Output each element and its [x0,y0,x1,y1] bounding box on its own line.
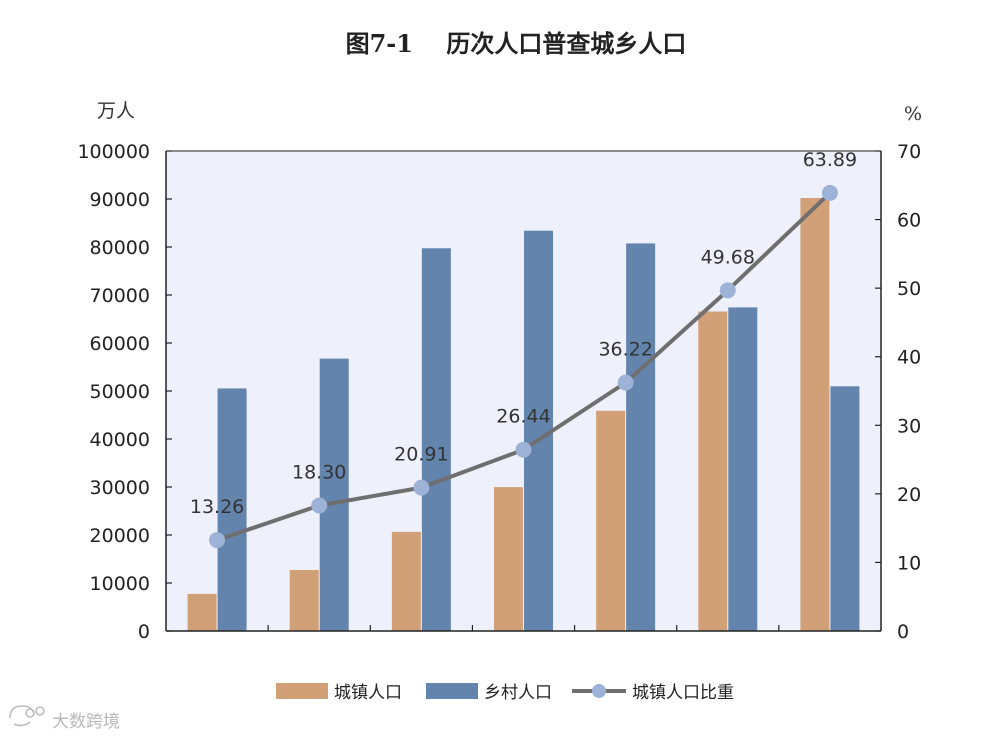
left-tick-label: 40000 [90,429,150,451]
left-tick-label: 10000 [90,573,150,595]
rural-bar-4 [524,230,553,631]
left-tick-label: 90000 [90,189,150,211]
left-axis-unit: 万人 [97,100,135,122]
urban-share-point-2 [311,497,328,514]
legend-share-label: 城镇人口比重 [632,683,734,703]
left-tick-label: 70000 [90,285,150,307]
urban-bar-5 [596,410,626,631]
legend-urban-swatch [276,683,328,699]
urban-bar-4 [494,487,523,631]
legend-urban-label: 城镇人口 [334,683,402,703]
urban-share-point-6 [719,282,736,299]
right-tick-label: 10 [897,552,921,574]
right-tick-label: 30 [897,415,921,437]
chart-title: 图7-1 历次人口普查城乡人口 [346,29,687,58]
right-tick-label: 20 [897,484,921,506]
urban-share-label-2: 18.30 [292,462,346,484]
urban-share-label-6: 49.68 [701,246,755,268]
urban-share-point-3 [413,479,430,496]
urban-share-label-3: 20.91 [394,444,448,466]
rural-bar-3 [421,248,451,631]
rural-bar-2 [319,358,349,631]
left-tick-label: 20000 [90,525,150,547]
right-tick-label: 50 [897,278,921,300]
rural-bar-6 [728,307,758,631]
left-tick-label: 0 [138,621,150,643]
legend-rural-label: 乡村人口 [484,683,552,703]
urban-share-label-4: 26.44 [496,406,550,428]
legend: 城镇人口 乡村人口 城镇人口比重 [276,683,734,703]
urban-share-label-7: 63.89 [803,149,857,171]
watermark-logo-icon [9,705,45,727]
rural-bar-5 [626,243,656,631]
plot-area: 0 10000 20000 30000 40000 50000 60000 70000 8000… [77,141,921,643]
urban-share-point-5 [617,374,634,391]
left-tick-label: 50000 [90,381,150,403]
left-tick-label: 60000 [90,333,150,355]
urban-share-point-7 [821,184,838,201]
right-tick-label: 40 [897,347,921,369]
urban-bar-2 [289,569,319,631]
urban-bar-6 [698,311,728,631]
urban-share-label-5: 36.22 [598,339,652,361]
watermark: 大数跨境 [9,705,120,732]
urban-bar-1 [187,593,217,631]
watermark-text: 大数跨境 [52,712,120,732]
right-axis-unit: % [904,103,922,125]
left-tick-label: 100000 [77,141,150,163]
right-tick-label: 0 [897,621,909,643]
urban-share-point-4 [515,441,532,458]
right-tick-label: 70 [897,141,921,163]
legend-rural-swatch [426,683,478,699]
left-tick-label: 80000 [90,237,150,259]
plot-background [166,151,881,631]
urban-share-label-1: 13.26 [190,496,244,518]
rural-bar-7 [830,386,860,631]
rural-bar-1 [217,388,247,631]
urban-share-point-1 [209,532,226,549]
left-tick-label: 30000 [90,477,150,499]
legend-share-marker [592,684,606,698]
urban-bar-3 [391,531,421,631]
right-tick-label: 60 [897,210,921,232]
urban-bar-7 [800,198,830,631]
